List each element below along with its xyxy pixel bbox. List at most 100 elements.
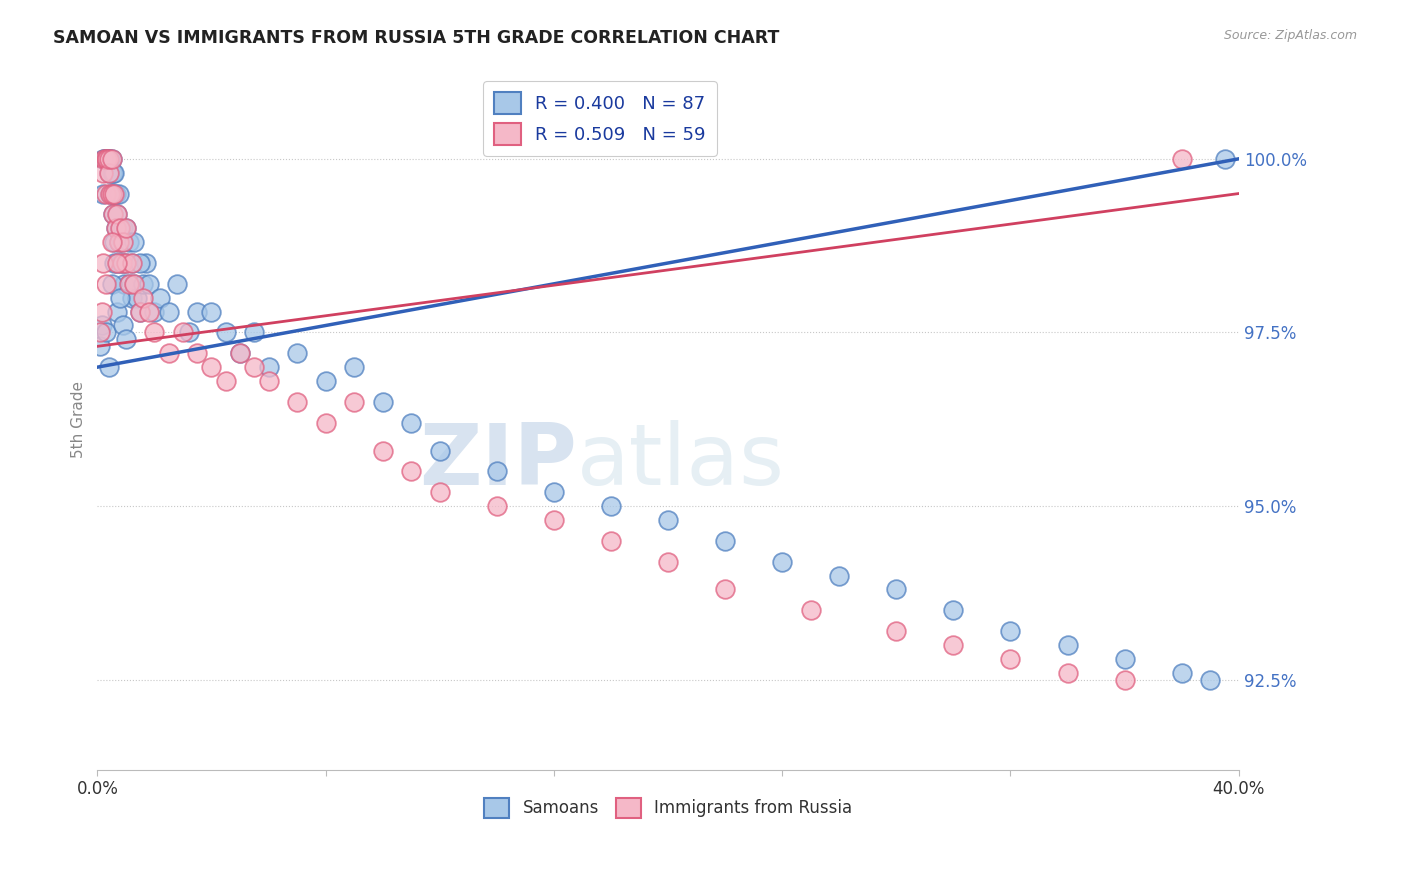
Point (315, 416, 337, 430)
Point (371, 443, 394, 458)
Point (138, 304, 160, 318)
Point (200, 360, 222, 375)
Point (93, 152, 115, 166)
Point (97, 166, 120, 180)
Point (371, 395, 394, 409)
Point (94, 152, 117, 166)
Text: ZIP: ZIP (419, 420, 576, 503)
Point (103, 186, 125, 201)
Point (91, 256, 114, 270)
Point (101, 166, 124, 180)
Point (100, 186, 122, 201)
Point (89, 326, 111, 340)
Point (1170, 665, 1192, 680)
Y-axis label: 5th Grade: 5th Grade (72, 381, 86, 458)
Point (129, 304, 152, 318)
Point (103, 186, 125, 201)
Point (942, 603, 965, 617)
Point (485, 499, 508, 513)
Point (124, 277, 146, 291)
Point (100, 152, 122, 166)
Point (124, 235, 146, 249)
Point (100, 235, 122, 249)
Point (100, 277, 122, 291)
Point (103, 166, 125, 180)
Point (315, 374, 337, 388)
Point (138, 277, 160, 291)
Point (94, 326, 117, 340)
Point (98, 152, 121, 166)
Point (1000, 624, 1022, 639)
Point (108, 256, 131, 270)
Point (124, 277, 146, 291)
Point (115, 256, 138, 270)
Point (104, 186, 127, 201)
Point (118, 235, 141, 249)
Text: atlas: atlas (576, 420, 785, 503)
Point (96, 152, 118, 166)
Point (143, 326, 166, 340)
Point (110, 235, 132, 249)
Point (1056, 638, 1078, 652)
Point (97, 360, 120, 375)
Point (215, 326, 238, 340)
Text: Source: ZipAtlas.com: Source: ZipAtlas.com (1223, 29, 1357, 42)
Point (543, 485, 565, 500)
Point (101, 207, 124, 221)
Point (399, 416, 422, 430)
Point (105, 207, 128, 221)
Point (110, 256, 132, 270)
Point (97, 152, 120, 166)
Point (114, 277, 136, 291)
Point (90, 318, 112, 333)
Point (112, 318, 135, 333)
Point (770, 555, 793, 569)
Point (714, 533, 737, 548)
Point (143, 304, 166, 318)
Point (121, 256, 143, 270)
Point (100, 152, 122, 166)
Point (91, 152, 114, 166)
Point (118, 277, 141, 291)
Point (104, 221, 127, 235)
Point (886, 624, 908, 639)
Point (127, 291, 149, 305)
Point (429, 485, 451, 500)
Point (257, 374, 280, 388)
Point (108, 221, 131, 235)
Point (157, 304, 180, 318)
Point (129, 256, 152, 270)
Point (172, 326, 194, 340)
Point (243, 326, 266, 340)
Point (94, 152, 117, 166)
Point (90, 304, 112, 318)
Point (257, 360, 280, 375)
Point (285, 395, 308, 409)
Point (94, 277, 117, 291)
Point (105, 207, 128, 221)
Point (157, 346, 180, 360)
Point (105, 256, 128, 270)
Point (886, 582, 908, 597)
Point (1056, 665, 1078, 680)
Point (285, 346, 308, 360)
Point (89, 339, 111, 353)
Point (105, 256, 128, 270)
Point (91, 166, 114, 180)
Point (343, 395, 366, 409)
Point (98, 186, 121, 201)
Point (1114, 673, 1136, 687)
Point (105, 304, 128, 318)
Point (166, 277, 188, 291)
Point (112, 256, 135, 270)
Point (942, 638, 965, 652)
Point (343, 360, 366, 375)
Point (1170, 152, 1192, 166)
Point (121, 256, 143, 270)
Point (97, 152, 120, 166)
Legend: Samoans, Immigrants from Russia: Samoans, Immigrants from Russia (478, 791, 859, 825)
Point (104, 221, 127, 235)
Point (657, 555, 679, 569)
Point (94, 186, 117, 201)
Point (107, 186, 129, 201)
